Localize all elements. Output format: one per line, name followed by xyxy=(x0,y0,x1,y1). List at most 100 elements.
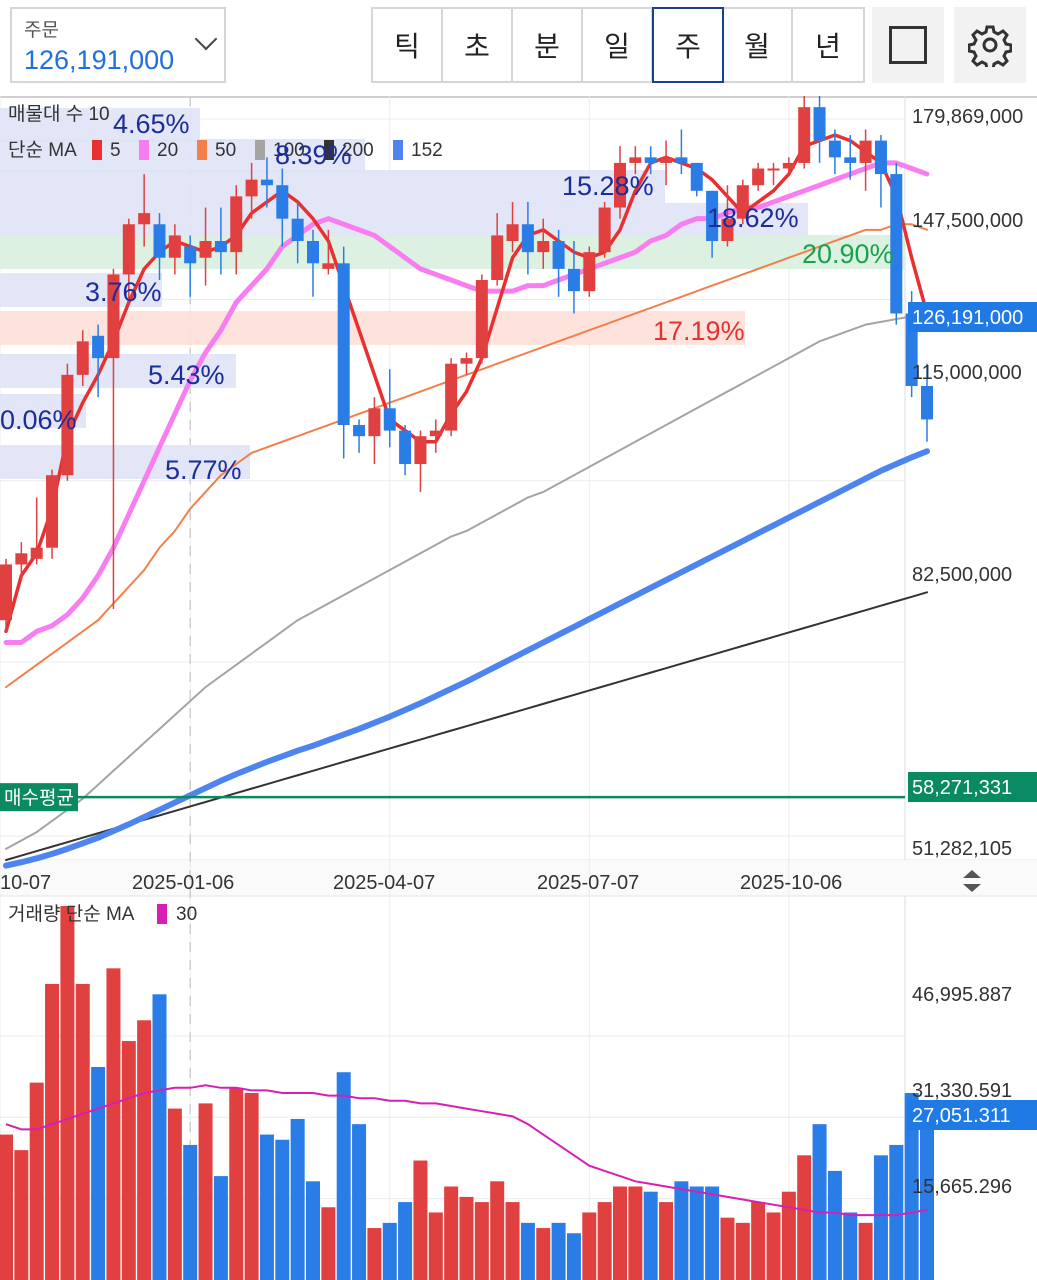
candle-body xyxy=(844,157,857,163)
ma200-line xyxy=(5,591,928,861)
pane-resize-handle[interactable] xyxy=(963,870,981,892)
volume-bar xyxy=(121,1041,136,1280)
volume-bar xyxy=(229,1087,244,1280)
volume-bar xyxy=(459,1196,474,1280)
volume-legend-value: 30 xyxy=(176,904,197,925)
date-axis-label: 2025-10-06 xyxy=(740,872,842,894)
ma20-line xyxy=(3,160,930,646)
volume-bar xyxy=(720,1217,735,1280)
candle-body xyxy=(644,157,657,163)
settings-button[interactable] xyxy=(954,7,1026,83)
volume-profile-band xyxy=(0,170,665,204)
volume-bar xyxy=(367,1228,382,1280)
volume-bar xyxy=(582,1212,597,1280)
volume-bar xyxy=(306,1181,320,1280)
volume-bar xyxy=(444,1186,459,1280)
candle-body xyxy=(706,190,719,241)
volume-profile-label: 5.77% xyxy=(165,455,242,485)
ma-legend-value: 200 xyxy=(342,140,374,161)
candle-body xyxy=(583,252,596,292)
order-selector[interactable]: 주문 126,191,000 xyxy=(10,7,226,83)
volume-ma-line xyxy=(5,1084,928,1217)
volume-bar xyxy=(566,1233,581,1280)
candle-body xyxy=(92,335,105,359)
volume-bar xyxy=(137,1020,152,1280)
volume-bar xyxy=(290,1118,305,1280)
tab-minute[interactable]: 분 xyxy=(513,9,583,81)
candle-body xyxy=(153,224,166,258)
volume-legend-prefix: 거래량 단순 MA xyxy=(8,903,135,925)
date-axis-label: 2025-04-07 xyxy=(333,872,435,894)
candle-body xyxy=(291,218,304,241)
volume-profile-label: 5.43% xyxy=(148,360,225,390)
volume-bar xyxy=(490,1181,505,1280)
tab-week[interactable]: 주 xyxy=(652,7,724,83)
volume-bar xyxy=(751,1202,766,1280)
candle-body xyxy=(491,235,504,281)
candle-body xyxy=(736,185,749,219)
square-icon xyxy=(889,26,927,64)
volume-bar xyxy=(213,1176,228,1280)
volume-bar xyxy=(873,1155,888,1280)
volume-bar xyxy=(398,1202,413,1280)
candle-body xyxy=(245,179,258,197)
timeframe-tabs: 틱 초 분 일 주 월 년 xyxy=(371,7,865,83)
volume-bar xyxy=(259,1134,274,1280)
price-axis: 179,869,000 147,500,000 115,000,000 82,500,… xyxy=(912,106,1023,860)
ma-legend-swatch xyxy=(139,140,149,160)
candle-body xyxy=(629,157,642,163)
volume-bar xyxy=(29,1082,44,1280)
volume-bar xyxy=(781,1191,796,1280)
candle-body xyxy=(859,140,872,163)
price-axis-label: 82,500,000 xyxy=(912,564,1012,586)
ma100-line xyxy=(5,312,928,850)
avg-tag: 58,271,331 xyxy=(912,777,1012,799)
candle-body xyxy=(828,140,841,158)
tab-day[interactable]: 일 xyxy=(583,9,653,81)
volume-bar xyxy=(14,1150,29,1280)
candle-body xyxy=(307,240,319,264)
candle-body xyxy=(813,107,826,141)
candle-body xyxy=(506,224,519,241)
tab-second[interactable]: 초 xyxy=(443,9,513,81)
volume-bar xyxy=(505,1202,520,1280)
ma-legend-prefix: 단순 MA xyxy=(8,139,77,161)
ma-legend-swatch xyxy=(92,140,102,160)
volume-bar xyxy=(0,1134,13,1280)
volume-bar xyxy=(413,1160,428,1280)
ma-legend-swatch xyxy=(255,140,265,160)
ma-legend-value: 152 xyxy=(411,140,443,161)
volume-bar xyxy=(766,1212,781,1280)
candle-body xyxy=(721,218,734,241)
tab-year[interactable]: 년 xyxy=(793,9,863,81)
candle-body xyxy=(752,168,765,186)
buy-average-label: 매수평균 xyxy=(4,787,74,809)
volume-legend: 거래량 단순 MA 30 xyxy=(8,903,197,925)
candle-body xyxy=(199,240,212,258)
candle-body xyxy=(429,430,442,437)
volume-bar xyxy=(827,1170,842,1280)
fullscreen-button[interactable] xyxy=(872,7,944,83)
candle-body xyxy=(322,263,335,269)
price-chart[interactable]: 매수평균 179,869,000 147,500,000 115,000,000 82… xyxy=(0,96,1037,1280)
volume-bar xyxy=(198,1103,213,1280)
chevron-down-icon xyxy=(194,27,218,51)
volume-profile-label: 0.06% xyxy=(0,405,77,435)
tab-tick[interactable]: 틱 xyxy=(373,9,443,81)
volume-tag: 27,051.311 xyxy=(912,1105,1011,1127)
ma-legend-value: 100 xyxy=(273,140,305,161)
volume-bar xyxy=(244,1093,259,1280)
candle-body xyxy=(230,196,243,253)
volume-bar xyxy=(904,1093,919,1280)
volume-bar xyxy=(336,1072,351,1280)
volume-bar xyxy=(60,906,75,1280)
candle-body xyxy=(521,224,534,253)
volume-bar xyxy=(551,1222,566,1280)
top-border xyxy=(0,96,1037,98)
tab-month[interactable]: 월 xyxy=(723,9,793,81)
volume-axis: 46,995.887 31,330.591 15,665.296 xyxy=(912,984,1012,1198)
avg-tag-bg xyxy=(908,772,1037,802)
candle-body xyxy=(782,162,795,169)
volume-axis-label: 46,995.887 xyxy=(912,984,1012,1006)
volume-bar xyxy=(520,1222,535,1280)
